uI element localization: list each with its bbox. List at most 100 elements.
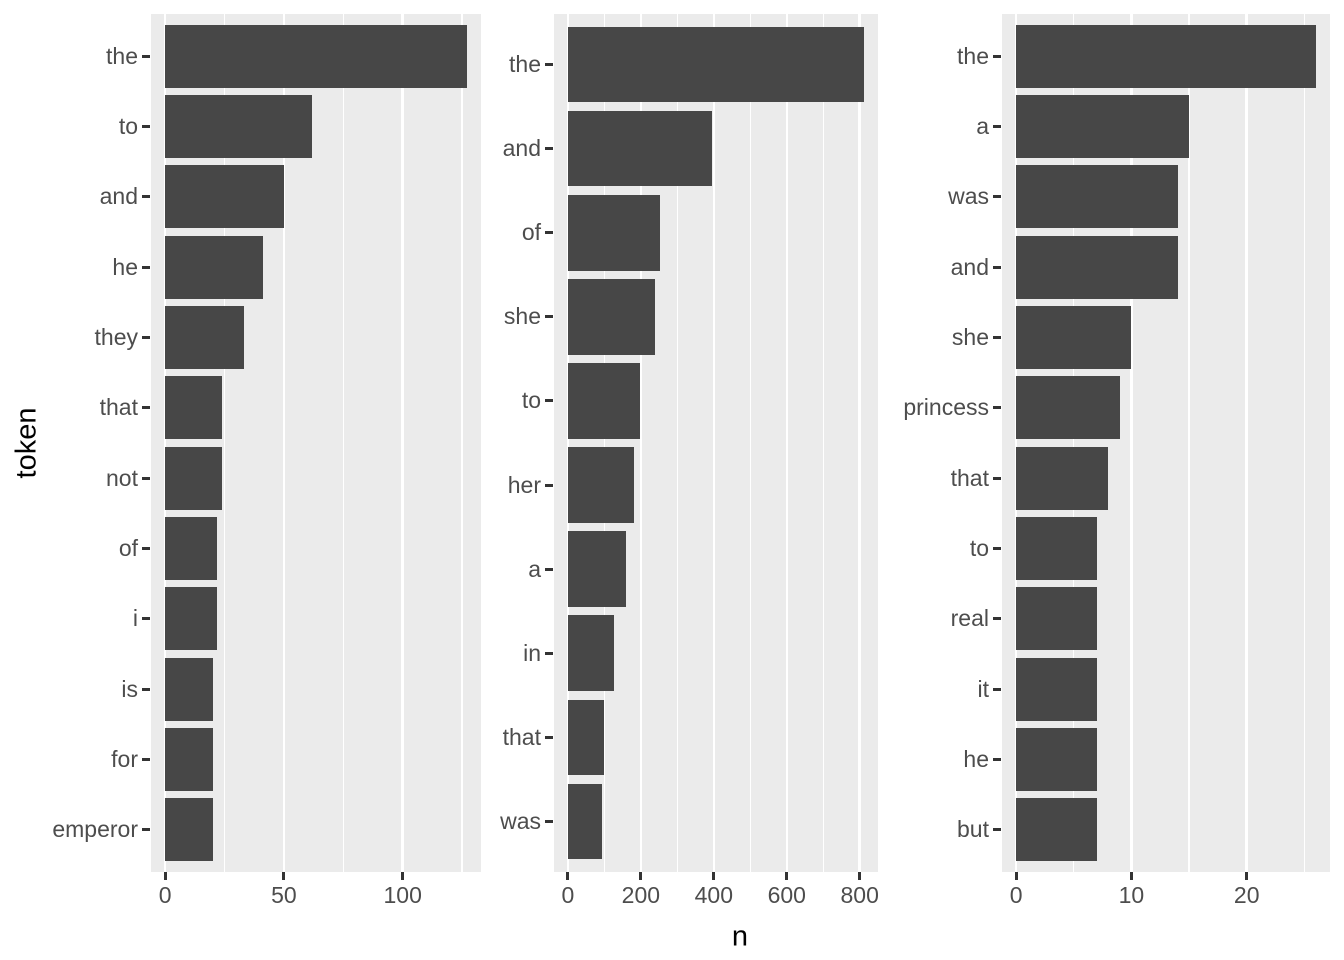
y-tick-label: that <box>99 394 138 421</box>
y-tick-label: real <box>950 605 989 632</box>
gridline-major <box>566 14 570 872</box>
gridline-major <box>1130 14 1133 872</box>
bar-to <box>165 94 313 159</box>
bar-that <box>567 699 604 776</box>
gridline-major <box>639 14 643 872</box>
x-tick-label: 0 <box>1009 882 1023 908</box>
x-tick-label: 600 <box>767 882 806 908</box>
y-tick-mark <box>545 62 553 66</box>
y-tick-mark <box>993 476 1001 480</box>
x-tick-label: 20 <box>1233 882 1260 908</box>
x-tick-mark <box>712 872 716 880</box>
gridline-minor <box>603 14 606 872</box>
x-tick-label: 100 <box>383 882 422 908</box>
y-tick-mark <box>142 336 150 339</box>
y-tick-label: of <box>118 534 138 561</box>
y-tick-mark <box>993 828 1001 832</box>
y-tick-mark <box>142 617 150 621</box>
y-tick-label: to <box>521 387 541 414</box>
bar-and <box>165 165 284 229</box>
y-tick-label: they <box>94 324 138 350</box>
y-tick-mark <box>142 195 150 199</box>
gridline-major <box>1014 14 1018 872</box>
bar-he <box>165 235 263 299</box>
bar-was <box>567 783 602 860</box>
bar-but <box>1016 798 1097 862</box>
bar-was <box>1016 165 1178 229</box>
bar-of <box>165 516 218 581</box>
y-tick-mark <box>993 406 1001 410</box>
facet-panel-3 <box>1002 14 1330 872</box>
y-tick-label: for <box>111 745 138 772</box>
bar-princess <box>1016 376 1120 440</box>
bar-a <box>1016 94 1190 159</box>
bar-the <box>567 26 865 103</box>
y-tick-mark <box>993 617 1001 621</box>
y-tick-label: was <box>948 183 989 210</box>
y-tick-label: she <box>503 303 541 330</box>
bar-not <box>165 446 223 510</box>
gridline-minor <box>461 14 463 872</box>
bar-that <box>165 376 223 440</box>
gridline-minor <box>1188 14 1190 872</box>
y-tick-label: and <box>502 135 541 162</box>
bar-they <box>165 305 244 370</box>
bar-i <box>165 587 218 651</box>
x-tick-label: 0 <box>561 882 575 908</box>
y-tick-mark <box>993 125 1001 129</box>
y-tick-mark <box>993 54 1001 58</box>
x-tick-mark <box>163 872 167 880</box>
y-tick-mark <box>545 651 553 655</box>
x-tick-mark <box>1129 872 1133 880</box>
y-tick-label: emperor <box>52 816 138 843</box>
bar-her <box>567 447 634 523</box>
y-tick-label: and <box>950 253 989 280</box>
x-tick-mark <box>639 872 643 880</box>
y-tick-mark <box>545 820 553 824</box>
x-tick-label: 200 <box>621 882 661 908</box>
bar-he <box>1016 727 1097 792</box>
y-tick-label: she <box>951 324 989 350</box>
bar-that <box>1016 446 1109 510</box>
y-tick-mark <box>545 315 553 319</box>
x-tick-mark <box>1014 872 1018 880</box>
y-tick-label: not <box>106 464 138 491</box>
y-tick-mark <box>142 125 150 129</box>
x-tick-label: 800 <box>840 882 879 908</box>
bar-is <box>165 657 213 721</box>
gridline-minor <box>676 14 678 872</box>
x-tick-mark <box>282 872 286 880</box>
bar-real <box>1016 587 1097 651</box>
bar-it <box>1016 657 1097 721</box>
y-tick-mark <box>142 265 150 269</box>
x-tick-label: 400 <box>694 882 733 908</box>
bar-a <box>567 531 626 608</box>
x-tick-label: 0 <box>158 882 172 908</box>
bar-for <box>165 727 213 792</box>
y-tick-mark <box>545 735 553 739</box>
y-tick-mark <box>142 54 150 58</box>
y-tick-label: he <box>963 745 989 772</box>
y-tick-label: princess <box>903 394 989 421</box>
facet-panel-2 <box>554 14 878 872</box>
y-tick-mark <box>993 687 1001 691</box>
y-tick-mark <box>142 406 150 410</box>
gridline-major <box>401 14 404 872</box>
y-tick-mark <box>142 476 150 480</box>
y-tick-mark <box>142 828 150 832</box>
y-tick-mark <box>545 399 553 403</box>
gridline-minor <box>1303 14 1305 872</box>
y-tick-label: in <box>523 639 541 666</box>
x-tick-mark <box>401 872 405 880</box>
y-tick-mark <box>545 147 553 151</box>
gridline-minor <box>1073 14 1075 872</box>
bar-to <box>567 363 641 439</box>
bar-and <box>567 110 713 187</box>
x-axis-title: n <box>731 920 749 953</box>
y-tick-label: to <box>118 113 138 140</box>
y-tick-mark <box>993 546 1001 550</box>
y-tick-mark <box>993 265 1001 269</box>
x-tick-label: 50 <box>271 882 297 908</box>
y-tick-mark <box>142 757 150 761</box>
y-tick-mark <box>993 757 1001 761</box>
